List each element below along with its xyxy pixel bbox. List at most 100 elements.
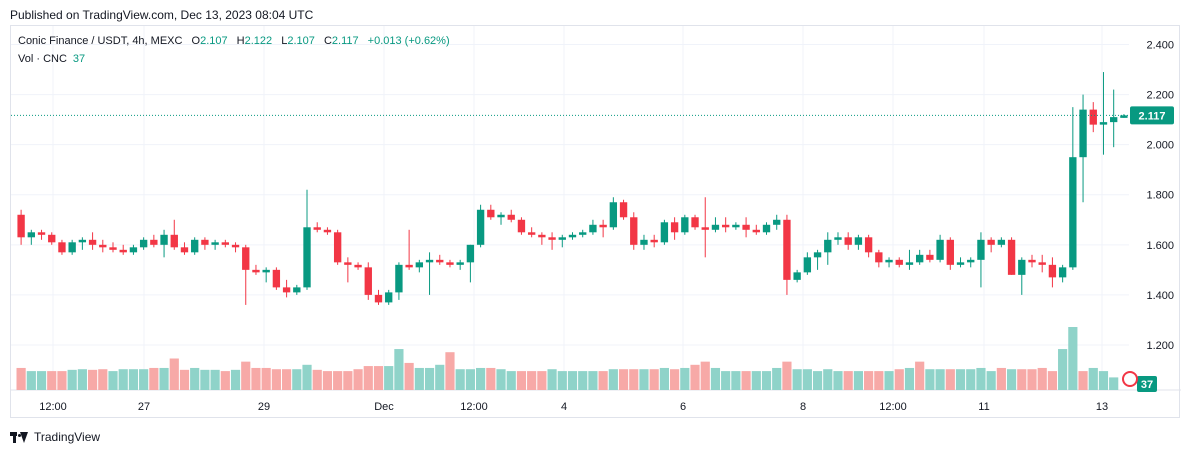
candle — [701, 227, 709, 230]
candle — [1099, 122, 1108, 125]
candle — [354, 264, 362, 268]
volume-value: 37 — [72, 53, 86, 65]
candle — [415, 262, 424, 268]
volume-bar — [363, 366, 373, 390]
volume-bar — [945, 369, 955, 390]
volume-bar — [16, 367, 26, 390]
candle — [487, 209, 495, 218]
candle — [854, 237, 863, 245]
x-tick-label: 27 — [138, 401, 150, 413]
volume-bar — [200, 369, 210, 390]
candle — [742, 224, 750, 230]
volume-bar — [996, 367, 1006, 390]
candle — [517, 219, 526, 233]
volume-bar — [710, 367, 721, 390]
volume-bar — [1047, 371, 1058, 390]
candle — [78, 239, 87, 243]
volume-bar — [312, 369, 322, 390]
x-tick-label: 11 — [978, 401, 989, 413]
candle — [579, 232, 587, 235]
candle — [385, 292, 393, 303]
candle — [987, 239, 995, 245]
candle — [813, 252, 822, 258]
low-value: 2.107 — [287, 35, 315, 47]
volume-bar — [1017, 369, 1027, 390]
candle — [803, 257, 812, 273]
high-value: 2.122 — [244, 35, 273, 47]
candle — [374, 294, 383, 303]
chart-frame[interactable]: 2.400 2.200 2.000 1.800 1.600 1.400 1.200 12:00… — [10, 25, 1181, 419]
candle — [129, 247, 138, 253]
candle — [732, 224, 740, 228]
footer-brand-label: TradingView — [34, 430, 101, 444]
volume-bar — [230, 369, 241, 390]
candle — [905, 262, 914, 265]
candle — [191, 239, 199, 253]
footer-brand[interactable]: TradingView — [10, 430, 100, 444]
candle — [630, 217, 638, 245]
tradingview-logo-icon — [10, 431, 28, 443]
volume-bar — [1037, 367, 1047, 390]
volume-bar — [598, 371, 608, 390]
candle — [977, 239, 985, 260]
candle — [670, 222, 679, 233]
published-caption: Published on TradingView.com, Dec 13, 20… — [10, 8, 314, 22]
candlestick-chart[interactable]: 2.400 2.200 2.000 1.800 1.600 1.400 1.200 12:00… — [11, 26, 1181, 419]
volume-bar — [608, 369, 618, 390]
candle — [1079, 109, 1087, 158]
volume-bar — [955, 369, 966, 390]
candle — [242, 247, 250, 270]
candle — [1048, 264, 1057, 278]
volume-bar — [404, 362, 414, 390]
volume-bar — [833, 371, 843, 390]
candle — [946, 239, 954, 265]
candle — [231, 244, 240, 248]
volume-bar — [241, 361, 251, 390]
volume-bar — [680, 367, 690, 390]
volume-bar — [77, 369, 87, 390]
x-tick-label: 12:00 — [39, 401, 67, 413]
volume-bar — [26, 371, 36, 390]
volume-bar — [435, 364, 445, 390]
candle — [1110, 117, 1118, 123]
candle — [752, 229, 760, 233]
candle — [37, 232, 46, 235]
volume-bar — [761, 371, 772, 390]
volume-bar — [394, 349, 404, 390]
volume-bar — [751, 371, 761, 390]
volume-bar — [843, 371, 853, 390]
last-volume-badge — [1137, 376, 1157, 392]
x-tick-label: 29 — [258, 401, 270, 413]
candle — [691, 217, 699, 228]
volume-bar — [210, 369, 220, 390]
volume-bar — [373, 366, 384, 390]
candle — [180, 247, 189, 253]
volume-bar — [547, 369, 557, 390]
candle — [967, 259, 975, 263]
y-tick-label: 2.000 — [1146, 140, 1174, 152]
candle — [68, 242, 76, 253]
volume-bar — [149, 367, 159, 390]
volume-bar — [782, 361, 792, 390]
volume-bar — [1006, 369, 1017, 390]
volume-bar — [251, 367, 261, 390]
volume-bar — [322, 371, 333, 390]
candle — [282, 287, 291, 293]
volume-bar — [915, 361, 925, 390]
candle — [834, 237, 842, 240]
volume-bar — [424, 367, 435, 390]
volume-bar — [976, 367, 986, 390]
candle — [99, 244, 107, 248]
candle — [1038, 262, 1046, 265]
volume-bar — [904, 367, 915, 390]
volume-bar — [629, 369, 639, 390]
candle — [150, 239, 158, 245]
close-label: C — [323, 35, 332, 47]
candle — [660, 222, 669, 243]
candle — [1028, 259, 1036, 263]
volume-bar — [1098, 371, 1109, 390]
candle — [936, 239, 944, 260]
volume-bar — [792, 369, 802, 390]
volume-bar — [557, 371, 567, 390]
candle — [272, 269, 281, 288]
